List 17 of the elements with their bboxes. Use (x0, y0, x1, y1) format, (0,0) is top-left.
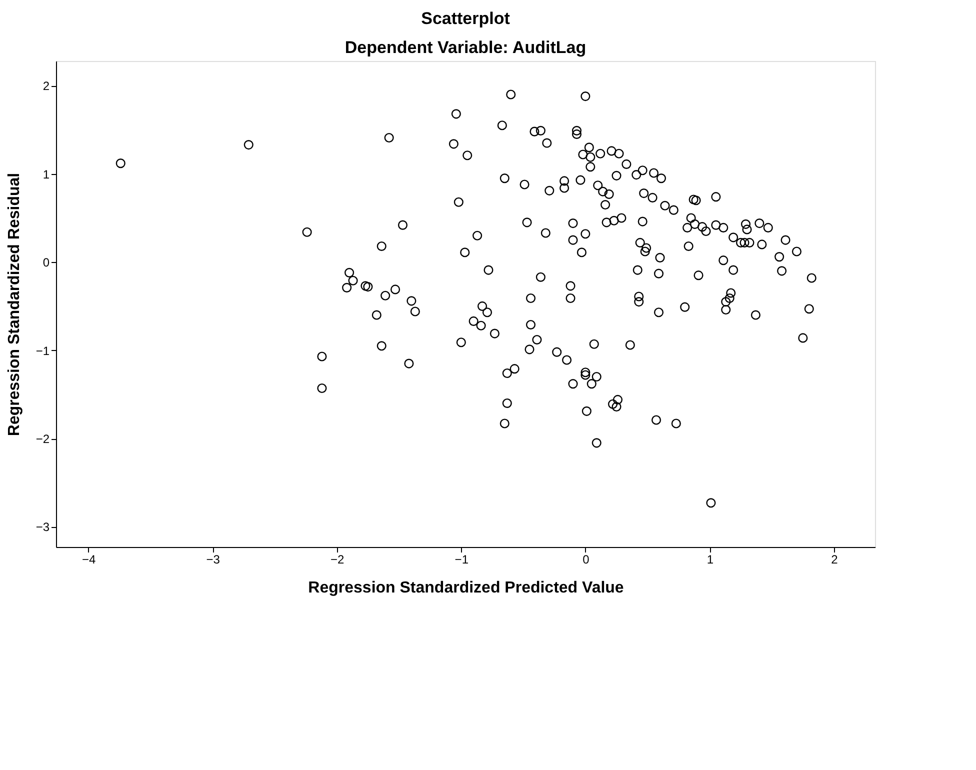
y-tick-label: −3 (36, 520, 50, 534)
x-tick-label: −3 (206, 552, 220, 566)
x-tick-label: 0 (582, 552, 590, 566)
y-tick-label: 0 (42, 256, 50, 270)
x-tick-label: 1 (706, 552, 714, 566)
y-axis-title: Regression Standardized Residual (6, 172, 23, 436)
x-axis-title: Regression Standardized Predicted Value (308, 580, 624, 596)
x-tick-label: −1 (454, 552, 469, 566)
y-tick-label: −1 (36, 344, 50, 358)
x-tick-label: −2 (330, 552, 345, 566)
y-tick-label: 2 (42, 79, 50, 94)
chart-subtitle: Dependent Variable: AuditLag (344, 38, 586, 57)
chart-title: Scatterplot (421, 9, 510, 28)
x-tick-label: 2 (831, 552, 838, 566)
x-tick-label: −4 (82, 552, 96, 566)
y-tick-label: 1 (42, 167, 50, 182)
y-tick-label: −2 (36, 432, 50, 446)
